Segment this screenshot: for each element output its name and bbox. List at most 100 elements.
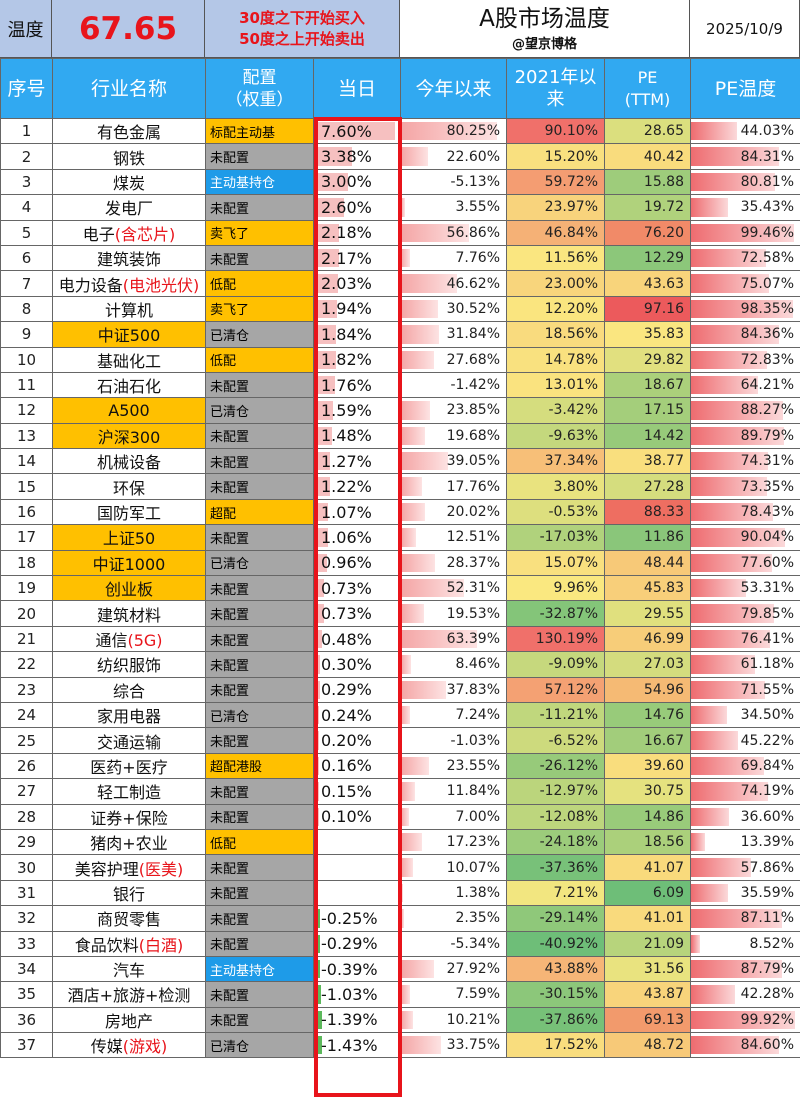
industry-name-cell: 轻工制造 (52, 778, 206, 805)
row-number-cell: 25 (0, 727, 53, 754)
industry-name: 钢铁 (112, 148, 145, 168)
row-number-cell: 8 (0, 295, 53, 323)
allocation-cell: 未配置 (205, 194, 314, 221)
table-row: 28 证券+保险 未配置 0.10% 7.00% -12.08% 14.86 36.60% (0, 803, 800, 830)
row-number: 36 (16, 1010, 37, 1029)
pe-ttm-cell: 41.01 (604, 905, 691, 932)
today-change-bar (317, 731, 320, 750)
pe-temp-cell: 76.41% (690, 625, 800, 653)
row-number: 37 (16, 1036, 37, 1055)
industry-name: 汽车 (112, 961, 145, 981)
pe-temp-cell: 35.43% (690, 194, 800, 221)
ytd-change-value: 11.84% (446, 783, 500, 800)
table-row: 3 煤炭 主动基持仓 3.00% -5.13% 59.72% 15.88 80.81% (0, 168, 800, 196)
allocation-cell: 主动基持仓 (205, 955, 314, 983)
today-change-bar (317, 299, 337, 319)
row-number-cell: 11 (0, 371, 53, 399)
allocation-label: 未配置 (210, 379, 250, 395)
ytd-change-value: 2.35% (455, 910, 500, 927)
ytd-bar (401, 122, 497, 141)
today-change-value: -0.25% (321, 908, 378, 928)
pe-temp-bar (691, 858, 752, 877)
allocation-label: 未配置 (210, 912, 250, 928)
pe-ttm-value: 29.82 (643, 351, 684, 368)
ytd-change-value: 7.24% (455, 707, 500, 724)
allocation-label: 未配置 (210, 1014, 250, 1030)
since-2021-value: -30.15% (539, 986, 598, 1003)
since-2021-value: -37.36% (539, 859, 598, 876)
today-change-cell (313, 828, 401, 856)
since-2021-value: 13.01% (544, 377, 598, 394)
pe-temp-value: 77.60% (740, 554, 794, 571)
industry-name-cell: 家用电器 (52, 701, 206, 729)
today-change-value: -1.03% (321, 984, 378, 1004)
row-number: 13 (16, 426, 37, 445)
allocation-cell: 未配置 (205, 448, 314, 475)
since-2021-cell: 13.01% (506, 371, 605, 399)
table-row: 17 上证50 未配置 1.06% 12.51% -17.03% 11.86 90.04% (0, 524, 800, 551)
ytd-change-cell: 63.39% (400, 625, 507, 653)
ytd-change-value: 31.84% (446, 326, 500, 343)
row-number-cell: 13 (0, 422, 53, 450)
pe-temp-cell: 75.07% (690, 270, 800, 297)
title-cell: A股市场温度 @望京博格 (400, 0, 690, 58)
ytd-change-cell: 23.55% (400, 752, 507, 780)
since-2021-value: -0.53% (548, 504, 598, 521)
table-row: 2 钢铁 未配置 3.38% 22.60% 15.20% 40.42 84.31% (0, 143, 800, 170)
ytd-change-cell: 1.38% (400, 879, 507, 907)
industry-name: 基础化工 (96, 351, 161, 371)
row-number-cell: 33 (0, 930, 53, 957)
ytd-change-value: 56.86% (446, 224, 500, 241)
pe-ttm-value: 45.83 (643, 580, 684, 597)
today-change-bar (317, 985, 321, 1004)
page-title: A股市场温度 (479, 6, 610, 32)
today-change-value: 0.96% (321, 553, 372, 573)
pe-temp-cell: 74.19% (690, 778, 800, 805)
row-number: 18 (16, 553, 37, 572)
row-number: 19 (16, 579, 37, 598)
ytd-change-cell: 8.46% (400, 651, 507, 678)
pe-temp-bar (691, 832, 705, 852)
pe-ttm-value: 43.63 (643, 275, 684, 292)
pe-ttm-value: 29.55 (643, 605, 684, 622)
today-change-value: 2.60% (321, 197, 372, 217)
table-row: 7 电力设备(电池光伏) 低配 2.03% 46.62% 23.00% 43.63 75.07… (0, 270, 800, 297)
today-change-cell: 1.84% (313, 321, 401, 348)
row-number: 28 (16, 807, 37, 826)
row-number-cell: 30 (0, 854, 53, 881)
row-number: 7 (21, 274, 32, 293)
since-2021-cell: -17.03% (506, 524, 605, 551)
allocation-cell: 已清仓 (205, 1032, 314, 1059)
table-row: 36 房地产 未配置 -1.39% 10.21% -37.86% 69.13 99.92% (0, 1006, 800, 1034)
industry-name-cell: 传媒(游戏) (52, 1032, 206, 1059)
row-number-cell: 20 (0, 600, 53, 627)
ytd-bar (401, 426, 425, 446)
since-2021-cell: 15.20% (506, 143, 605, 170)
pe-temp-bar (691, 883, 728, 903)
since-2021-cell: -0.53% (506, 498, 605, 526)
industry-name: 电力设备 (58, 275, 123, 295)
since-2021-value: -9.63% (548, 427, 598, 444)
pe-temp-value: 35.59% (740, 884, 794, 901)
pe-temp-bar (691, 528, 785, 547)
industry-name: 中证500 (97, 326, 161, 346)
table-row: 19 创业板 未配置 0.73% 52.31% 9.96% 45.83 53.31% (0, 575, 800, 602)
today-change-cell: 1.48% (313, 422, 401, 450)
industry-name: 上证50 (102, 529, 156, 549)
allocation-label: 未配置 (210, 811, 250, 827)
today-change-value: 1.94% (321, 299, 372, 319)
table-row: 6 建筑装饰 未配置 2.17% 7.76% 11.56% 12.29 72.58% (0, 244, 800, 272)
pe-ttm-value: 27.03 (643, 656, 684, 673)
pe-ttm-value: 21.09 (643, 935, 684, 952)
ytd-change-value: 3.55% (455, 199, 500, 216)
pe-temp-cell: 57.86% (690, 854, 800, 881)
today-change-cell: -0.39% (313, 955, 401, 983)
allocation-label: 未配置 (210, 582, 250, 598)
industry-name-cell: 上证50 (52, 524, 206, 551)
today-change-value: 1.84% (321, 324, 372, 344)
ytd-change-value: -5.13% (450, 173, 500, 190)
pe-ttm-value: 38.77 (643, 453, 684, 470)
row-number: 26 (16, 756, 37, 775)
col-header-name: 行业名称 (52, 58, 206, 119)
pe-temp-value: 79.85% (740, 605, 794, 622)
